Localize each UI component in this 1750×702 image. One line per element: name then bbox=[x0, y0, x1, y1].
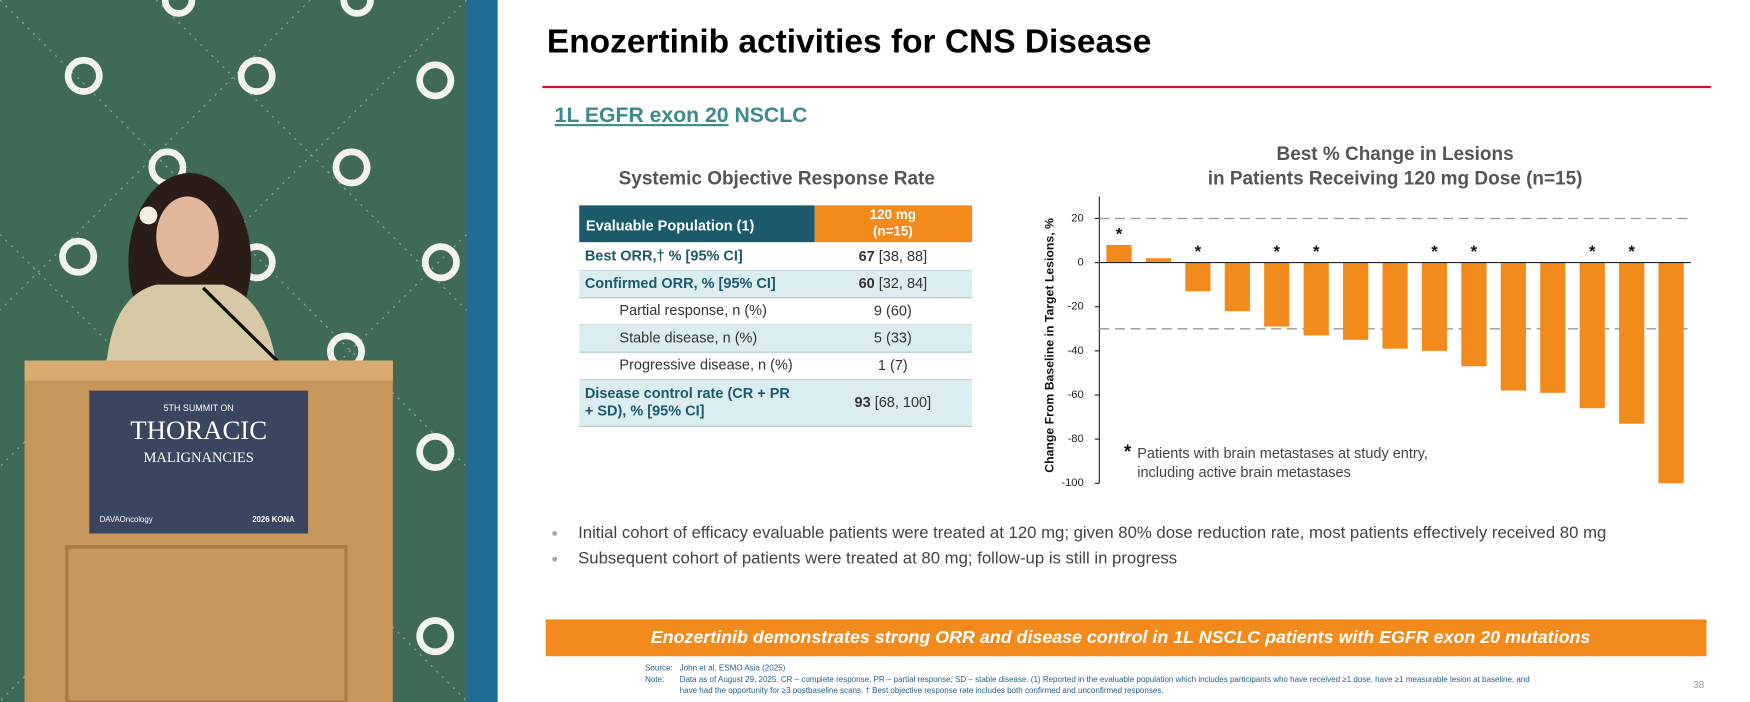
bar bbox=[1461, 262, 1487, 367]
y-tick-label: -40 bbox=[1068, 345, 1084, 357]
page-number: 38 bbox=[1693, 680, 1705, 691]
table-cell: 9 (60) bbox=[874, 303, 912, 319]
bullet-text: Initial cohort of efficacy evaluable pat… bbox=[578, 523, 1606, 542]
bar bbox=[1224, 262, 1250, 312]
table-row-label: + SD), % [95% CI] bbox=[585, 404, 705, 420]
y-tick-label: -100 bbox=[1061, 477, 1083, 489]
bar bbox=[1619, 262, 1645, 424]
bar-marker: * bbox=[1628, 242, 1635, 261]
table-ci: [68, 100] bbox=[871, 395, 931, 411]
bar-marker: * bbox=[1431, 242, 1438, 261]
subtitle-link[interactable]: 1L EGFR exon 20 bbox=[555, 104, 729, 127]
table-cell: 1 (7) bbox=[878, 358, 908, 374]
table-cell: 60 [32, 84] bbox=[859, 276, 928, 292]
y-axis-title: Change From Baseline in Target Lesions, … bbox=[1042, 218, 1056, 473]
chart-title: Best % Change in Lesions bbox=[1277, 144, 1514, 165]
table-row-label: Disease control rate (CR + PR bbox=[585, 386, 791, 402]
table-header-cell bbox=[814, 205, 973, 243]
table-row-label: Partial response, n (%) bbox=[619, 303, 766, 319]
podium-sign bbox=[89, 390, 309, 534]
y-tick-label: 0 bbox=[1077, 257, 1083, 269]
table-row-label: Confirmed ORR, % [95% CI] bbox=[585, 276, 776, 292]
bar-marker: * bbox=[1471, 242, 1478, 261]
bar bbox=[1579, 262, 1605, 409]
sign-text: MALIGNANCIES bbox=[143, 450, 253, 466]
bar-marker: * bbox=[1589, 242, 1596, 261]
table-header: (n=15) bbox=[873, 224, 913, 239]
y-tick-label: -20 bbox=[1068, 301, 1084, 313]
table-row-band bbox=[579, 379, 973, 427]
table-row-band bbox=[579, 324, 973, 353]
sign-text: 5TH SUMMIT ON bbox=[164, 403, 234, 413]
y-tick-label: 20 bbox=[1071, 212, 1083, 224]
banner bbox=[545, 619, 1707, 657]
table-row-band bbox=[579, 270, 973, 298]
table-header: Evaluable Population (1) bbox=[586, 218, 755, 234]
table-cell: 67 [38, 88] bbox=[859, 249, 928, 265]
table-cell: 93 [68, 100] bbox=[855, 395, 932, 411]
table-ci: [38, 88] bbox=[875, 249, 927, 265]
sign-text: THORACIC bbox=[130, 415, 267, 445]
subtitle-rest: NSCLC bbox=[729, 104, 808, 127]
y-tick-label: -60 bbox=[1068, 389, 1084, 401]
footnote-label: Note: bbox=[645, 675, 664, 684]
bar bbox=[1106, 244, 1132, 263]
table-ci: [32, 84] bbox=[875, 276, 927, 292]
chart-note: including active brain metastases bbox=[1137, 465, 1351, 481]
table-row-label: Best ORR,† % [95% CI] bbox=[585, 249, 743, 265]
subtitle: 1L EGFR exon 20 NSCLC bbox=[555, 104, 808, 127]
bullet-dot bbox=[552, 556, 558, 562]
bar-marker: * bbox=[1313, 242, 1320, 261]
bar-marker: * bbox=[1274, 242, 1281, 261]
bar bbox=[1343, 262, 1369, 340]
table-value: 60 bbox=[859, 276, 875, 292]
bar bbox=[1658, 262, 1684, 484]
chart-note: Patients with brain metastases at study … bbox=[1137, 446, 1428, 462]
bar bbox=[1264, 262, 1290, 327]
footnote-text: Data as of August 29, 2025. CR – complet… bbox=[680, 675, 1530, 684]
table-value: 1 (7) bbox=[878, 358, 908, 374]
table-header-cell bbox=[579, 205, 815, 243]
banner-text: Enozertinib demonstrates strong ORR and … bbox=[651, 627, 1591, 647]
footnotes: Source: John et al. ESMO Asia (2025) Note:… bbox=[645, 664, 1530, 695]
table-header: 120 mg bbox=[870, 207, 916, 222]
podium bbox=[24, 360, 393, 702]
bullets: Initial cohort of efficacy evaluable pat… bbox=[552, 523, 1606, 568]
footnote-label: Source: bbox=[645, 664, 673, 673]
table-value: 93 bbox=[855, 395, 871, 411]
table-row-label: Progressive disease, n (%) bbox=[619, 358, 792, 374]
sign-text: DAVAOncology bbox=[100, 515, 153, 524]
bar bbox=[1303, 262, 1329, 336]
bar bbox=[1500, 262, 1527, 391]
bar bbox=[1145, 258, 1172, 263]
bullet-text: Subsequent cohort of patients were treat… bbox=[578, 549, 1177, 568]
bar-marker: * bbox=[1195, 242, 1202, 261]
sign-text: 2026 KONA bbox=[252, 515, 295, 524]
note-marker: * bbox=[1124, 442, 1132, 463]
backdrop-logos bbox=[59, 0, 460, 656]
table-value: 67 bbox=[859, 249, 875, 265]
table-cell: 5 (33) bbox=[874, 330, 912, 346]
chart-title: in Patients Receiving 120 mg Dose (n=15) bbox=[1208, 169, 1583, 190]
speaker bbox=[106, 172, 281, 369]
bar bbox=[1382, 262, 1408, 349]
bar bbox=[1540, 262, 1566, 393]
table-value: 9 (60) bbox=[874, 303, 912, 319]
table-value: 5 (33) bbox=[874, 330, 912, 346]
footnote-text: have had the opportunity for ≥3 postbase… bbox=[680, 686, 1164, 695]
table-row-label: Stable disease, n (%) bbox=[619, 330, 757, 346]
bar-marker: * bbox=[1116, 224, 1123, 243]
slide-title: Enozertinib activities for CNS Disease bbox=[547, 23, 1151, 60]
bar bbox=[1421, 262, 1448, 351]
divider bbox=[466, 0, 498, 702]
chart: Best % Change in Lesions in Patients Rece… bbox=[1042, 144, 1691, 489]
footnote-text: John et al. ESMO Asia (2025) bbox=[680, 664, 786, 673]
table: Evaluable Population (1) 120 mg (n=15) Best… bbox=[579, 205, 973, 427]
bar bbox=[1185, 262, 1211, 292]
bullet-dot bbox=[552, 531, 558, 536]
y-tick-label: -80 bbox=[1068, 433, 1084, 445]
table-title: Systemic Objective Response Rate bbox=[619, 169, 935, 190]
